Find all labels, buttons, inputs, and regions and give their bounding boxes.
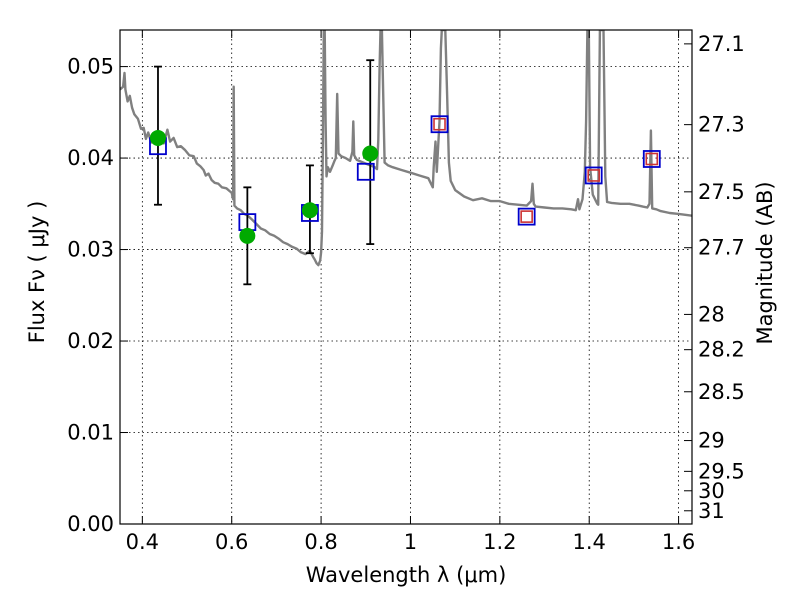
x-tick-label: 1.6 <box>662 530 695 554</box>
model-square <box>584 166 603 185</box>
model-square <box>642 150 661 168</box>
right-tick-label: 28.2 <box>698 338 745 362</box>
x-tick-label: 1 <box>404 530 417 554</box>
y-right-axis-label: Magnitude (AB) <box>753 181 777 344</box>
y-tick-label: 0.05 <box>67 55 114 79</box>
right-tick-label: 31 <box>698 499 725 523</box>
right-tick-label: 29 <box>698 429 725 453</box>
right-tick-label: 28 <box>698 302 725 326</box>
x-axis-label: Wavelength λ (μm) <box>306 563 507 587</box>
x-tick-label: 1.2 <box>483 530 516 554</box>
plot-frame <box>119 29 693 525</box>
observed-point <box>239 227 256 244</box>
ir-square <box>433 117 446 131</box>
model-spectrum <box>120 30 692 267</box>
observed-point <box>149 129 166 146</box>
spectrum-line <box>120 30 692 267</box>
observed-point <box>301 202 318 219</box>
y-tick-label: 0.04 <box>67 146 114 170</box>
ir-square <box>520 210 533 223</box>
photometry-markers <box>149 59 661 286</box>
right-tick-label: 27.1 <box>698 32 745 56</box>
right-tick-label: 30 <box>698 479 725 503</box>
right-tick-label: 27.5 <box>698 180 745 204</box>
x-tick-label: 0.4 <box>126 530 159 554</box>
right-tick-label: 27.3 <box>698 113 745 137</box>
ir-square <box>587 169 600 182</box>
grid <box>120 30 692 525</box>
x-tick-label: 0.8 <box>304 530 337 554</box>
y-tick-label: 0.03 <box>67 238 114 262</box>
y-axis-label: Flux Fν ( μJy ) <box>25 201 49 344</box>
model-square <box>517 207 536 226</box>
ir-square <box>645 152 659 166</box>
y-tick-label: 0.00 <box>67 512 114 536</box>
right-tick-label: 27.7 <box>698 236 745 260</box>
right-tick-label: 29.5 <box>698 459 745 483</box>
observed-point <box>362 145 379 162</box>
model-square <box>430 115 449 134</box>
right-tick-label: 28.5 <box>698 380 745 404</box>
model-square <box>356 162 375 181</box>
axis-ticks: 0.4 0.6 0.8 1 1.2 1.4 1.6 0.00 0.01 0.02 0.03 0.04 0… <box>67 30 745 554</box>
y-tick-label: 0.01 <box>67 421 114 445</box>
y-tick-label: 0.02 <box>67 329 114 353</box>
x-tick-label: 1.4 <box>573 530 606 554</box>
x-tick-label: 0.6 <box>215 530 248 554</box>
